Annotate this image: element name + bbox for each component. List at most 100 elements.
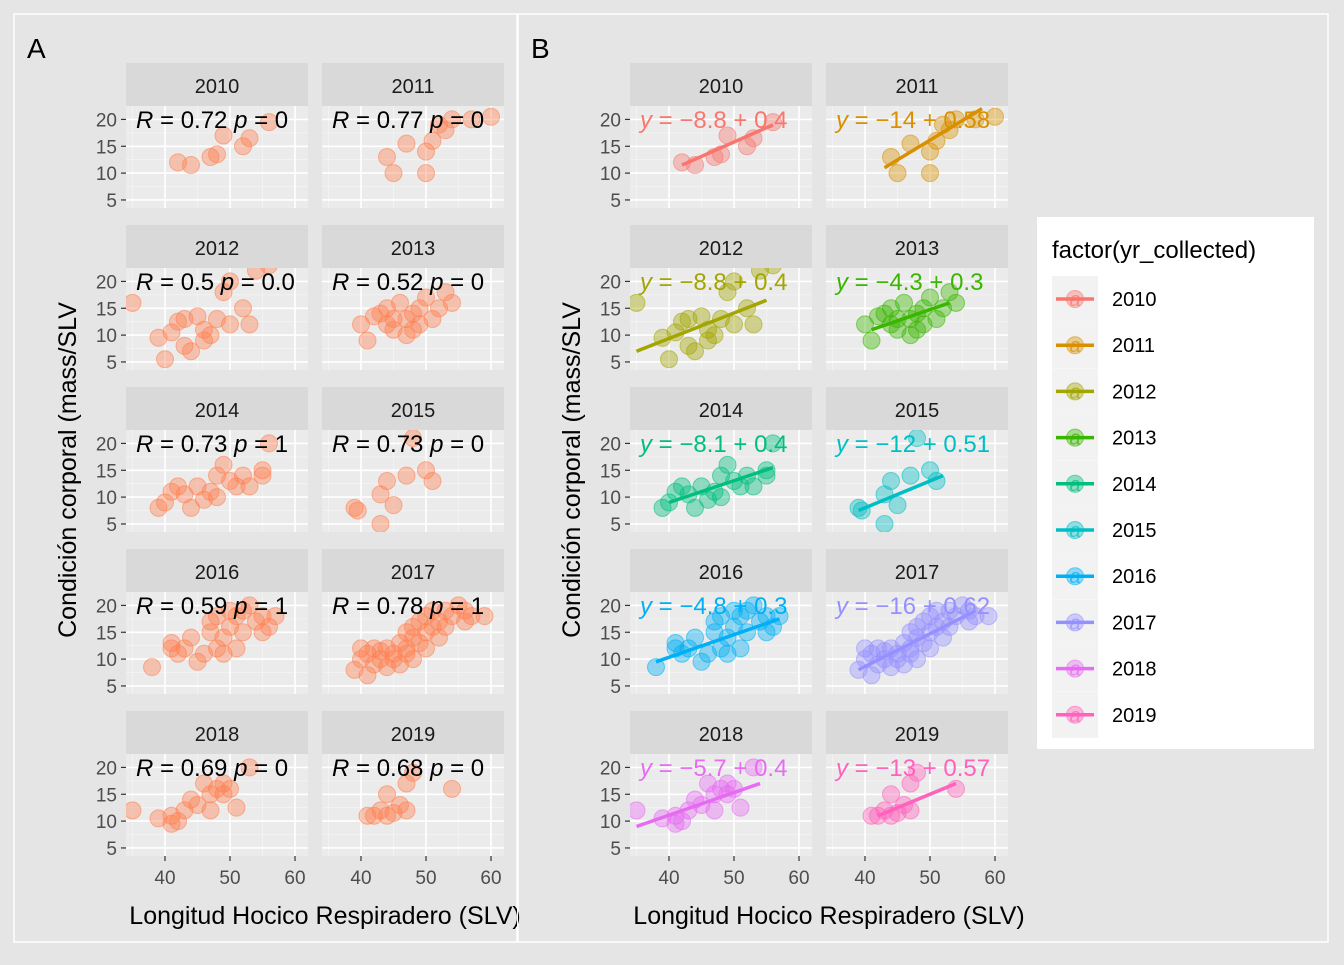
facet-A-2016: 2016 R = 0.59 p = 1 5 10 15 20 [96,549,308,698]
y-tick-label: 5 [106,677,117,698]
x-tick-label: 50 [415,868,436,889]
data-point [417,461,435,480]
stat-r-symbol: R [136,431,153,458]
panel-label-B: B [531,33,550,64]
stat-annotation: R = 0.77 p = 0 [332,107,484,134]
stat-p-symbol: p [429,593,443,620]
stat-annotation: R = 0.52 p = 0 [332,269,484,296]
stat-p-symbol: p [233,431,247,458]
stat-annotation: R = 0.69 p = 0 [136,755,288,782]
legend: factor(yr_collected)a 2010 a 2011 a 2012 a 2013… [1037,217,1314,749]
data-point [482,107,500,126]
stat-p-symbol: p [220,269,234,296]
plot-content: R = 0.73 p = 0 [332,430,484,532]
facet-A-2013: 2013 R = 0.52 p = 0 [322,225,504,370]
facet-A-2017: 2017 R = 0.78 p = 1 [322,549,504,694]
data-point [901,134,920,153]
data-point [227,639,246,658]
facet-B-2018: 2018 y = −5.7 + 0.4 5 10 15 20 40 50 60 [600,711,812,889]
data-point [260,113,278,132]
data-point [888,310,907,328]
legend-key-glyph: a [1069,705,1080,727]
gridlines [826,754,1008,856]
data-point [630,801,646,820]
stat-p-value: = 0 [443,755,484,782]
legend-label: 2014 [1112,474,1157,496]
y-tick-label: 20 [600,596,621,617]
data-point [260,617,278,636]
data-point [908,430,926,448]
data-point [862,666,881,685]
data-point [757,461,776,480]
regression-line [877,781,957,818]
stat-annotation: R = 0.5 p = 0.0 [136,269,295,296]
facet-strip [826,63,1008,106]
stat-annotation: R = 0.78 p = 1 [332,593,484,620]
legend-key-point [1066,382,1084,401]
data-point [744,129,763,148]
data-point [895,293,913,312]
data-point [378,472,396,490]
stat-annotation: R = 0.73 p = 1 [136,431,288,458]
data-point [940,617,959,636]
gridlines [126,592,308,694]
data-point [738,299,756,318]
data-point [378,785,396,804]
equation-body: = −13 + 0.57 [848,755,990,782]
gridlines [126,268,308,370]
data-point [882,785,900,804]
plot-content: y = −8.1 + 0.4 [638,431,787,517]
y-tick-label: 15 [600,623,621,644]
data-point [253,461,272,480]
plot-content: y = −12 + 0.51 [834,430,990,532]
y-tick-label: 5 [610,677,621,698]
regression-equation: y = −16 + 0.62 [834,593,990,620]
stat-r-value: = 0.73 [349,431,430,458]
data-point [443,293,461,312]
y-tick-label: 15 [96,461,117,482]
stat-annotation: R = 0.72 p = 0 [136,107,288,134]
facet-B-2019: 2019 y = −13 + 0.57 40 50 60 [826,711,1008,889]
y-tick-label: 15 [600,137,621,158]
data-point [901,774,920,793]
data-point [888,164,907,183]
plot-background [826,106,1008,208]
data-point [240,758,259,777]
stat-r-symbol: R [332,107,349,134]
legend-key-point [1066,428,1084,447]
data-point [260,268,278,275]
data-point [731,477,750,496]
data-point [404,430,422,448]
stat-r-value: = 0.78 [349,593,430,620]
plot-content: R = 0.5 p = 0.0 [126,268,295,369]
facet-strip [322,711,504,754]
facet-strip [322,225,504,268]
data-point [630,293,646,312]
legend-key-glyph: a [1069,428,1080,450]
legend-item-2014: a 2014 [1052,460,1157,507]
data-point [764,617,782,636]
legend-key-point [1066,474,1084,493]
data-point [679,639,698,658]
plot-content: R = 0.59 p = 1 [136,593,288,677]
data-point [914,299,933,318]
data-point [358,331,377,350]
plot-content: y = −13 + 0.57 [834,755,990,825]
data-point [705,326,724,345]
facet-strip [826,549,1008,592]
y-tick-label: 15 [600,299,621,320]
data-point [234,466,252,485]
equation-body: = −5.7 + 0.4 [652,755,787,782]
data-point [901,801,920,820]
y-tick-label: 5 [610,839,621,860]
stat-p-symbol: p [429,269,443,296]
x-tick-label: 40 [854,868,875,889]
data-point [718,455,737,474]
y-tick-label: 10 [600,164,621,185]
data-point [201,801,220,820]
facet-A-2010: 2010 R = 0.72 p = 0 5 10 15 20 [96,63,308,212]
regression-equation: y = −14 + 0.58 [834,107,990,134]
data-point [934,628,952,647]
facet-strip-label: 2011 [391,76,434,98]
